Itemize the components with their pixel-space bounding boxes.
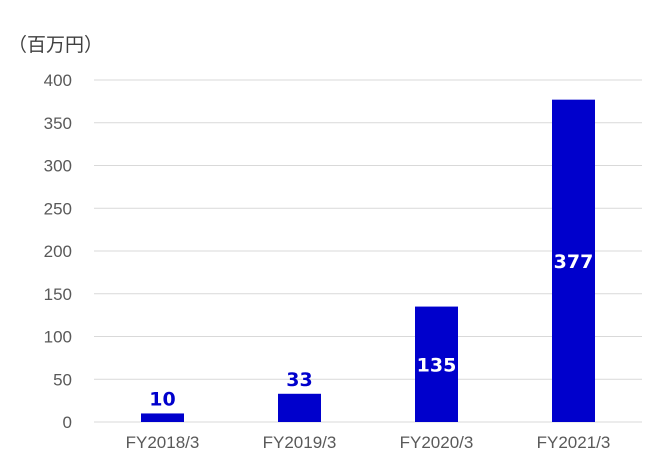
x-tick-label: FY2018/3 [126,433,200,452]
y-tick-label: 200 [44,242,72,261]
y-tick-label: 100 [44,328,72,347]
y-tick-label: 50 [53,370,72,389]
y-tick-label: 150 [44,285,72,304]
data-labels: 10 33 135 377 [149,251,593,411]
bar-fy2018-3 [141,413,184,422]
data-label: 33 [286,369,312,391]
x-axis-ticks: FY2018/3 FY2019/3 FY2020/3 FY2021/3 [126,433,611,452]
y-tick-label: 0 [63,413,72,432]
bar-fy2021-3 [552,99,595,422]
x-tick-label: FY2020/3 [400,433,474,452]
y-axis-unit-label: （百万円） [8,34,104,56]
x-tick-label: FY2019/3 [263,433,337,452]
bar-fy2019-3 [278,393,321,422]
x-tick-label: FY2021/3 [537,433,611,452]
data-label: 135 [417,354,457,376]
data-label: 10 [149,388,175,410]
bar-fy2020-3 [415,306,458,422]
y-tick-label: 300 [44,157,72,176]
bars [141,99,595,422]
data-label: 377 [554,251,594,273]
y-tick-label: 250 [44,199,72,218]
y-axis-ticks: 0 50 100 150 200 250 300 350 400 [44,71,72,432]
y-tick-label: 350 [44,114,72,133]
y-tick-label: 400 [44,71,72,90]
gridlines [94,79,642,423]
